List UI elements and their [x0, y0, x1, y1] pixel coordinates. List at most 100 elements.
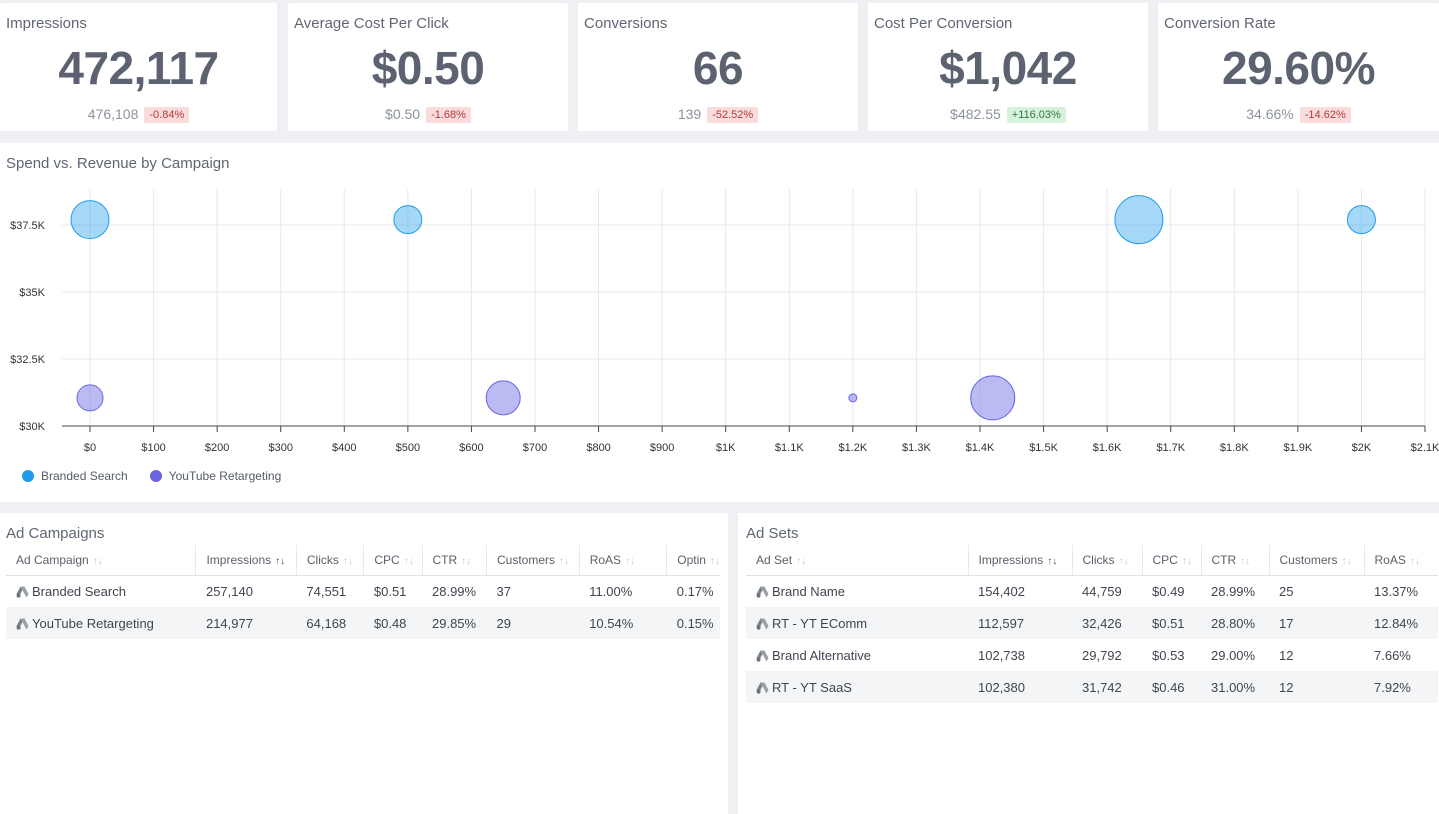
- kpi-change-badge: -0.84%: [144, 107, 190, 123]
- ad-sets-panel: Ad Sets Ad Set ↑↓ Impressions ↑↓ Clicks ↑↓ CPC…: [738, 513, 1439, 814]
- ad-sets-table: Ad Set ↑↓ Impressions ↑↓ Clicks ↑↓ CPC ↑↓ CTR ↑↓ C…: [746, 545, 1438, 703]
- kpi-value: $1,042: [939, 42, 1077, 94]
- bubble-youtube-retargeting-0[interactable]: [76, 384, 104, 412]
- sort-icon[interactable]: ↑↓: [403, 555, 414, 567]
- column-header[interactable]: Clicks ↑↓: [1071, 545, 1142, 576]
- kpi-previous-value: 476,108: [87, 106, 139, 122]
- sort-icon[interactable]: ↑↓: [1118, 555, 1129, 567]
- bubble-branded-search-0[interactable]: [70, 200, 110, 240]
- row-name: RT - YT EComm: [772, 615, 868, 631]
- column-header[interactable]: Impressions ↑↓: [195, 545, 297, 576]
- legend-item[interactable]: Branded Search: [22, 469, 128, 483]
- table-row[interactable]: RT - YT EComm 112,597 32,426 $0.51 28.80% 17 1…: [746, 607, 1438, 639]
- table-row[interactable]: YouTube Retargeting 214,977 64,168 $0.48 29.…: [6, 607, 720, 639]
- y-tick-label: $37.5K: [10, 220, 46, 232]
- sort-icon[interactable]: ↑↓: [1341, 555, 1352, 567]
- column-header[interactable]: CPC ↑↓: [1141, 545, 1201, 576]
- row-name-cell[interactable]: RT - YT SaaS: [746, 671, 968, 703]
- ad-campaigns-table: Ad Campaign ↑↓ Impressions ↑↓ Clicks ↑↓ CPC ↑↓ C…: [6, 545, 720, 639]
- column-header-label: Customers: [497, 552, 556, 567]
- y-tick-label: $35K: [19, 287, 45, 299]
- sort-icon[interactable]: ↑↓: [559, 555, 570, 567]
- column-header[interactable]: Ad Set ↑↓: [746, 545, 968, 576]
- table-cell: 37: [496, 583, 511, 599]
- bubble-branded-search-3[interactable]: [1346, 205, 1376, 235]
- row-name-cell[interactable]: Branded Search: [6, 575, 196, 607]
- table-row[interactable]: Brand Name 154,402 44,759 $0.49 28.99% 25 13.3…: [746, 575, 1438, 607]
- x-tick-label: $1.8K: [1220, 442, 1249, 454]
- kpi-previous-value: $0.50: [385, 106, 421, 122]
- legend-item[interactable]: YouTube Retargeting: [149, 469, 282, 483]
- table-cell: 64,168: [296, 607, 364, 639]
- kpi-change-badge: +116.03%: [1006, 107, 1066, 123]
- x-tick-label: $200: [205, 442, 229, 454]
- bubble-youtube-retargeting-1[interactable]: [485, 380, 521, 416]
- table-cell: 29.00%: [1211, 647, 1256, 663]
- sort-icon[interactable]: ↑↓: [796, 555, 807, 567]
- sort-icon[interactable]: ↑↓: [1409, 555, 1420, 567]
- column-header-label: Customers: [1279, 552, 1338, 567]
- column-header[interactable]: Customers ↑↓: [486, 545, 580, 576]
- row-name: RT - YT SaaS: [772, 679, 852, 695]
- table-cell: 29: [486, 607, 580, 639]
- kpi-value: 29.60%: [1221, 42, 1376, 94]
- kpi-value: 66: [692, 42, 744, 94]
- x-tick-label: $1.2K: [838, 442, 867, 454]
- table-cell: 29,792: [1082, 647, 1122, 663]
- column-header[interactable]: CTR ↑↓: [1200, 545, 1269, 576]
- kpi-title: Average Cost Per Click: [294, 15, 449, 32]
- sort-icon[interactable]: ↑↓: [625, 555, 636, 567]
- table-cell: $0.51: [1142, 607, 1201, 639]
- legend-label: Branded Search: [41, 469, 128, 483]
- x-tick-label: $2.1K: [1411, 442, 1439, 454]
- sort-icon[interactable]: ↑↓: [342, 555, 353, 567]
- chart-legend: Branded Search YouTube Retargeting: [22, 469, 281, 483]
- table-row[interactable]: Brand Alternative 102,738 29,792 $0.53 29.00…: [746, 639, 1438, 671]
- sort-icon[interactable]: ↑↓: [709, 555, 720, 567]
- column-header[interactable]: CTR ↑↓: [421, 545, 487, 576]
- sort-icon[interactable]: ↑↓: [1240, 555, 1251, 567]
- row-name-cell[interactable]: Brand Name: [746, 575, 968, 607]
- sort-icon[interactable]: ↑↓: [92, 555, 103, 567]
- table-cell: 112,597: [968, 607, 1072, 639]
- table-cell: 154,402: [978, 583, 1025, 599]
- x-tick-label: $400: [332, 442, 356, 454]
- column-header-label: Optin: [677, 552, 706, 567]
- ad-campaigns-title: Ad Campaigns: [6, 525, 105, 542]
- column-header[interactable]: Clicks ↑↓: [295, 545, 364, 576]
- x-tick-label: $800: [586, 442, 610, 454]
- table-cell: $0.51: [373, 583, 407, 599]
- table-row[interactable]: RT - YT SaaS 102,380 31,742 $0.46 31.00% 12 7.…: [746, 671, 1438, 703]
- bubble-youtube-retargeting-2[interactable]: [848, 393, 858, 403]
- column-header[interactable]: CPC ↑↓: [363, 545, 422, 576]
- kpi-title: Conversions: [584, 15, 668, 32]
- column-header[interactable]: Impressions ↑↓: [967, 545, 1072, 576]
- table-cell: $0.48: [363, 607, 422, 639]
- x-tick-label: $2K: [1352, 442, 1372, 454]
- legend-dot-icon: [149, 470, 162, 482]
- table-cell: 13.37%: [1374, 583, 1419, 599]
- column-header[interactable]: RoAS ↑↓: [578, 545, 667, 576]
- kpi-previous-value: 139: [677, 106, 702, 122]
- table-row[interactable]: Branded Search 257,140 74,551 $0.51 28.99% 37…: [6, 575, 720, 607]
- column-header[interactable]: RoAS ↑↓: [1363, 545, 1438, 576]
- google-ads-icon: [756, 650, 769, 662]
- sort-desc-icon[interactable]: ↑↓: [1047, 555, 1058, 567]
- column-header[interactable]: Customers ↑↓: [1268, 545, 1364, 576]
- bubble-youtube-retargeting-3[interactable]: [970, 375, 1016, 421]
- legend-label: YouTube Retargeting: [168, 469, 282, 483]
- kpi-card-impressions: Impressions 472,117 476,108 -0.84%: [0, 3, 277, 131]
- row-name-cell[interactable]: Brand Alternative: [746, 639, 968, 671]
- column-header-label: CTR: [432, 552, 458, 567]
- kpi-title: Cost Per Conversion: [874, 15, 1013, 32]
- bubble-branded-search-2[interactable]: [1114, 195, 1164, 245]
- x-tick-label: $1.5K: [1029, 442, 1058, 454]
- column-header[interactable]: Ad Campaign ↑↓: [6, 545, 196, 576]
- bubble-branded-search-1[interactable]: [393, 205, 423, 235]
- row-name-cell[interactable]: YouTube Retargeting: [6, 607, 196, 639]
- sort-icon[interactable]: ↑↓: [461, 555, 472, 567]
- sort-desc-icon[interactable]: ↑↓: [275, 555, 286, 567]
- sort-icon[interactable]: ↑↓: [1181, 555, 1192, 567]
- column-header[interactable]: Optin ↑↓: [666, 545, 720, 576]
- row-name-cell[interactable]: RT - YT EComm: [746, 607, 968, 639]
